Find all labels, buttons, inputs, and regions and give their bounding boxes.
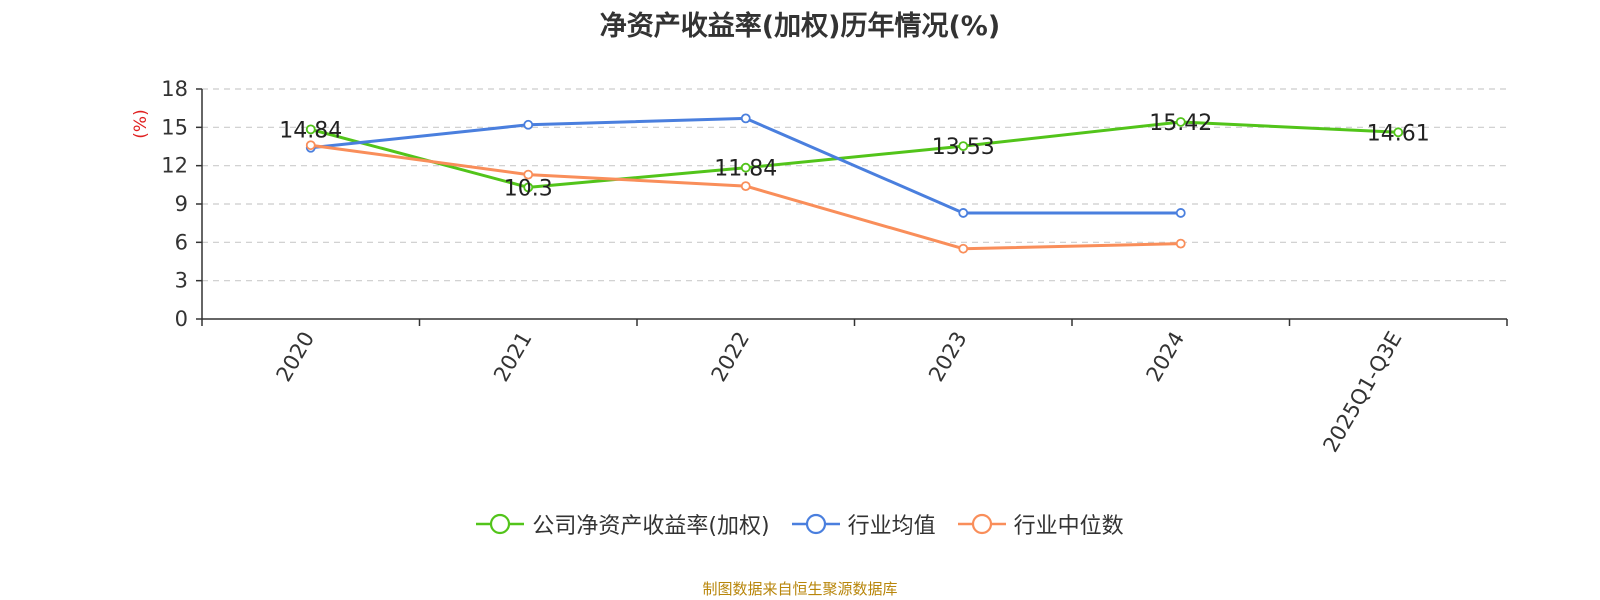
legend-label: 行业均值 — [847, 514, 936, 539]
data-point — [740, 181, 751, 192]
data-point — [1175, 238, 1186, 249]
data-point — [523, 182, 534, 193]
y-tick-label: 12 — [161, 154, 188, 178]
y-tick-label: 3 — [175, 269, 188, 293]
data-point — [1175, 208, 1186, 218]
legend-label: 公司净资产收益率(加权) — [532, 514, 770, 539]
data-point — [523, 169, 534, 180]
y-tick-label: 9 — [175, 192, 188, 216]
chart-title: 净资产收益率(加权)历年情况(%) — [599, 11, 1001, 42]
data-point — [740, 162, 751, 173]
y-axis-label: (%) — [131, 109, 151, 138]
data-point — [1175, 117, 1186, 127]
data-point — [958, 208, 969, 218]
data-label: 10.3 — [504, 176, 553, 201]
data-point — [305, 124, 316, 135]
data-label: 14.84 — [279, 118, 342, 143]
legend-label: 行业中位数 — [1013, 514, 1124, 539]
source-note: 制图数据来自恒生聚源数据库 — [702, 580, 898, 598]
legend-marker — [490, 513, 511, 535]
x-tick-label: 2023 — [924, 328, 972, 386]
data-point — [1393, 127, 1404, 138]
y-tick-label: 0 — [175, 307, 188, 331]
legend-marker — [805, 513, 826, 535]
data-labels: 14.84 10.3 11.84 13.53 15.42 14.61 — [279, 111, 1429, 201]
y-tick-label: 18 — [161, 77, 188, 101]
data-label: 15.42 — [1149, 111, 1212, 136]
data-point — [958, 243, 969, 254]
series-line — [310, 120, 1399, 189]
series-lines — [305, 113, 1404, 254]
grid-lines — [202, 88, 1507, 282]
legend: 公司净资产收益率(加权) 行业均值 行业中位数 — [0, 508, 1600, 540]
legend-item[interactable]: 公司净资产收益率(加权) — [476, 508, 770, 540]
data-point — [305, 140, 316, 151]
data-point — [523, 119, 534, 130]
legend-swatch-icon — [476, 513, 525, 535]
x-tick-label: 2024 — [1142, 328, 1190, 386]
data-label: 14.61 — [1367, 121, 1430, 146]
legend-item[interactable]: 行业中位数 — [957, 508, 1124, 540]
data-label: 13.53 — [932, 135, 995, 160]
legend-item[interactable]: 行业均值 — [791, 508, 936, 540]
x-tick-label: 2025Q1-Q3E — [1318, 328, 1406, 457]
x-tick-label: 2021 — [489, 328, 537, 386]
legend-marker — [971, 513, 992, 535]
y-tick-label: 15 — [161, 115, 188, 139]
data-label: 11.84 — [714, 157, 777, 182]
data-point — [740, 113, 751, 124]
legend-swatch-icon — [791, 513, 840, 535]
y-tick-label: 6 — [175, 230, 188, 254]
data-point — [958, 141, 969, 152]
x-tick-label: 2022 — [707, 328, 755, 386]
legend-swatch-icon — [957, 513, 1006, 535]
x-tick-label: 2020 — [272, 328, 320, 386]
